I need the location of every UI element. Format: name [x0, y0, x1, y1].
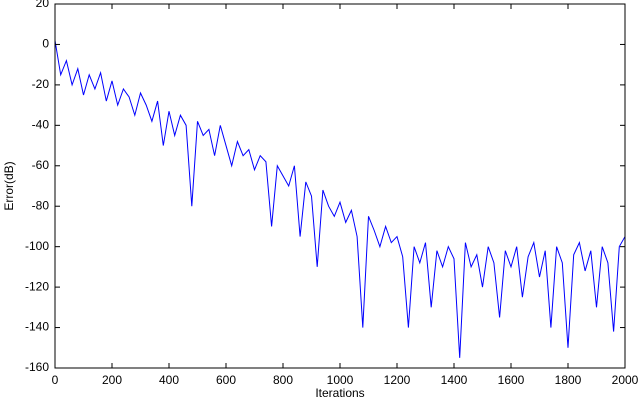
x-tick-label: 800: [273, 373, 293, 387]
x-tick-label: 1200: [384, 373, 411, 387]
x-tick-label: 200: [102, 373, 122, 387]
x-tick-label: 600: [216, 373, 236, 387]
y-tick-label: 0: [42, 37, 49, 51]
x-tick-label: 2000: [612, 373, 639, 387]
y-tick-label: -160: [25, 360, 49, 374]
data-line: [54, 40, 626, 358]
y-tick-label: -60: [32, 158, 50, 172]
y-tick-label: -140: [25, 320, 49, 334]
plot-frame: [54, 3, 626, 369]
y-tick-label: -20: [32, 77, 50, 91]
y-axis-label: Error(dB): [2, 161, 16, 210]
y-tick-label: -120: [25, 279, 49, 293]
y-tick-label: -100: [25, 239, 49, 253]
y-tick-label: -40: [32, 118, 50, 132]
x-tick-label: 1600: [498, 373, 525, 387]
x-tick-label: 400: [159, 373, 179, 387]
x-tick-label: 1800: [555, 373, 582, 387]
y-tick-label: 20: [36, 0, 50, 10]
y-tick-label: -80: [32, 198, 50, 212]
x-tick-label: 0: [52, 373, 59, 387]
x-tick-label: 1000: [327, 373, 354, 387]
x-axis-label: Iterations: [315, 386, 364, 400]
x-tick-label: 1400: [441, 373, 468, 387]
